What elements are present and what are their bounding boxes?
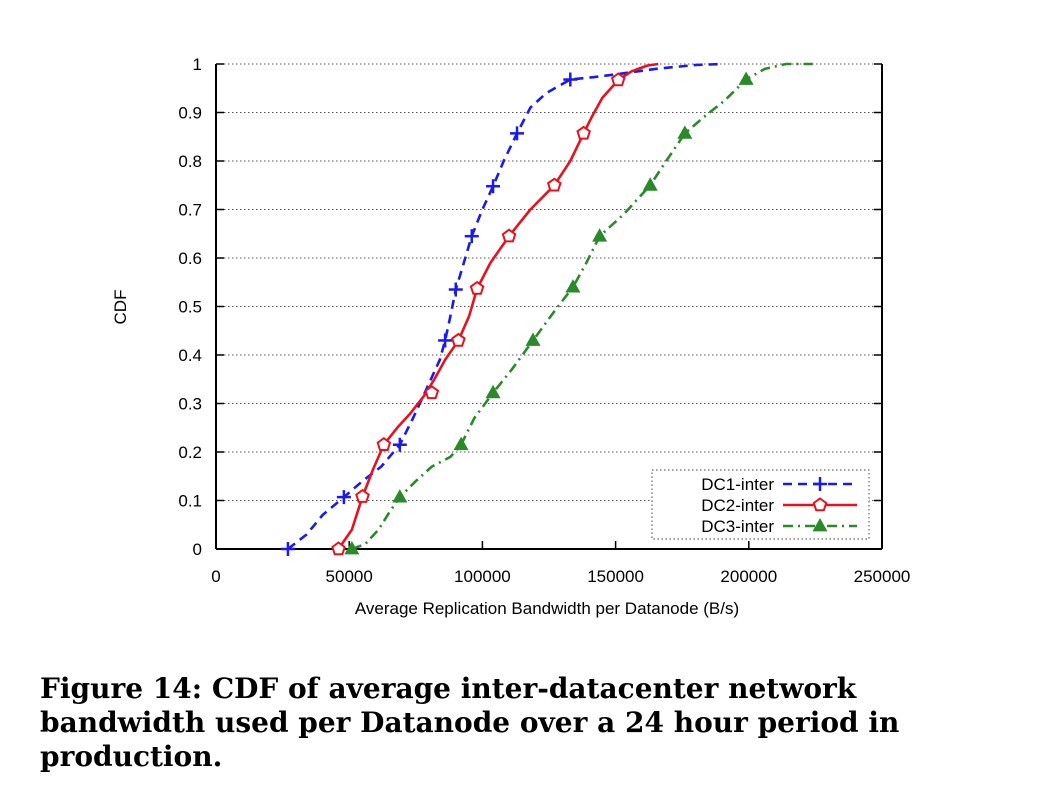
series-dc2-inter (331, 62, 659, 556)
data-point (280, 542, 295, 556)
data-point (501, 228, 517, 243)
y-tick-label: 0.8 (178, 152, 202, 171)
series-dc1-inter (280, 62, 723, 556)
x-tick-label: 150000 (587, 567, 644, 586)
data-point (677, 125, 693, 139)
legend-label: DC2-inter (701, 496, 774, 515)
legend-label: DC1-inter (701, 475, 774, 494)
y-tick-label: 0.9 (178, 104, 202, 123)
data-point (485, 384, 501, 399)
x-tick-label: 250000 (854, 567, 911, 586)
data-point (576, 125, 591, 140)
figure-caption: Figure 14: CDF of average inter-datacent… (40, 672, 900, 773)
data-point (563, 72, 578, 87)
data-point (525, 332, 541, 346)
x-tick-label: 200000 (720, 567, 777, 586)
data-point (451, 332, 466, 347)
data-point (469, 280, 485, 295)
legend-marker (812, 517, 828, 532)
series-line (337, 62, 659, 550)
x-tick-label: 0 (211, 567, 220, 586)
cdf-chart: 0 0.1 0.2 0.3 0.4 0.5 0.6 0.7 0.8 0.9 1 0 50000 1000… (111, 55, 910, 618)
x-tick-label: 50000 (326, 567, 373, 586)
data-point (448, 282, 463, 297)
legend-marker (812, 497, 828, 512)
y-tick-label: 1 (193, 55, 202, 74)
y-tick-label: 0.1 (178, 492, 202, 511)
data-point (336, 490, 351, 505)
y-tick-label: 0.4 (178, 346, 202, 365)
y-tick-label: 0 (193, 540, 202, 559)
data-point (355, 488, 370, 503)
y-axis-label: CDF (111, 290, 130, 325)
y-tick-label: 0.7 (178, 201, 202, 220)
data-point (453, 436, 469, 451)
data-point (464, 229, 479, 244)
data-point (344, 540, 360, 555)
data-point (642, 177, 658, 191)
data-point (392, 437, 407, 452)
y-tick-label: 0.2 (178, 443, 202, 462)
data-point (438, 333, 453, 348)
x-axis-ticks: 0 50000 100000 150000 200000 250000 (211, 541, 910, 586)
data-point (592, 228, 608, 242)
data-point (738, 71, 754, 85)
data-point (486, 179, 501, 194)
data-point (424, 385, 440, 400)
series-layer (280, 62, 813, 556)
y-tick-label: 0.3 (178, 395, 202, 414)
series-line (351, 62, 813, 551)
data-point (565, 279, 581, 293)
grid-lines (216, 63, 882, 501)
legend-marker (813, 477, 827, 491)
y-axis-ticks: 0 0.1 0.2 0.3 0.4 0.5 0.6 0.7 0.8 0.9 1 (178, 55, 882, 559)
data-point (546, 177, 562, 192)
y-tick-label: 0.5 (178, 298, 202, 317)
x-axis-label: Average Replication Bandwidth per Datano… (355, 599, 739, 618)
series-line (287, 62, 723, 551)
legend-label: DC3-inter (701, 517, 774, 536)
legend: DC1-inter DC2-inter DC3-inter (651, 469, 870, 540)
series-dc3-inter (344, 62, 813, 555)
data-point (376, 436, 392, 451)
data-point (510, 126, 525, 141)
y-tick-label: 0.6 (178, 249, 202, 268)
x-tick-label: 100000 (454, 567, 511, 586)
data-point (331, 541, 346, 556)
data-point (610, 72, 626, 87)
data-point (392, 489, 408, 503)
